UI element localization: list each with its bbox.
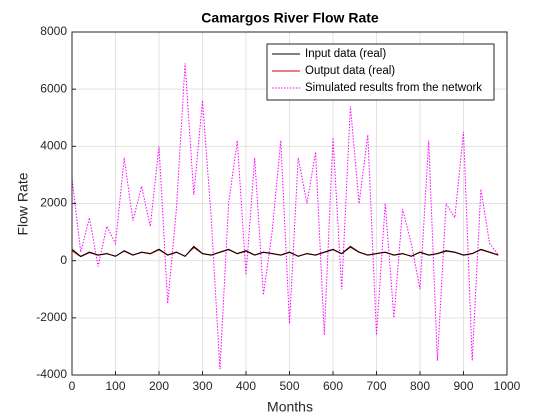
- x-tick-label: 500: [279, 379, 299, 393]
- x-tick-label: 300: [192, 379, 212, 393]
- y-tick-label: -4000: [36, 367, 67, 381]
- data-line: [71, 245, 499, 257]
- x-tick-label: 400: [236, 379, 256, 393]
- x-tick-label: 0: [69, 379, 76, 393]
- x-tick-label: 800: [410, 379, 430, 393]
- x-tick-label: 1000: [494, 379, 521, 393]
- legend-label: Input data (real): [305, 48, 386, 60]
- y-tick-label: 4000: [40, 139, 67, 153]
- x-tick-label: 200: [149, 379, 169, 393]
- y-tick-label: 2000: [40, 196, 67, 210]
- plot-frame: [71, 31, 508, 376]
- data-line: [71, 63, 499, 370]
- x-tick-label: 700: [366, 379, 386, 393]
- legend-label: Output data (real): [305, 65, 395, 77]
- y-tick-label: 8000: [40, 24, 67, 38]
- y-tick-label: 0: [60, 253, 67, 267]
- x-tick-label: 100: [105, 379, 125, 393]
- chart-title: Camargos River Flow Rate: [201, 10, 379, 26]
- x-tick-label: 600: [323, 379, 343, 393]
- y-axis-label: Flow Rate: [15, 172, 31, 235]
- y-tick-label: 6000: [40, 81, 67, 95]
- legend-label: Simulated results from the network: [305, 82, 482, 94]
- x-tick-label: 900: [453, 379, 473, 393]
- legend-box: [266, 43, 495, 101]
- legend: Input data (real) Output data (real) Simul…: [266, 43, 495, 101]
- x-axis-label: Months: [267, 399, 313, 415]
- y-tick-label: -2000: [36, 310, 67, 324]
